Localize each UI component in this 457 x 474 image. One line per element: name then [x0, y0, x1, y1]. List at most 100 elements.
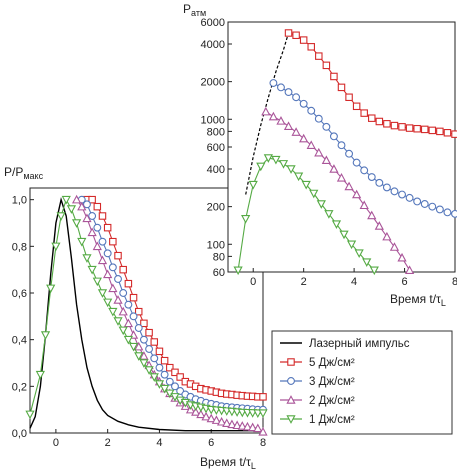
main-xlabel-sub: L: [251, 461, 256, 471]
inset-series-0-point: [390, 121, 399, 130]
main-series-1-point: [134, 307, 143, 316]
inset-series-2-point: [321, 155, 331, 165]
main-series-2-point: [98, 237, 107, 246]
inset-series-3-point: [339, 230, 349, 240]
main-series-3-point: [237, 421, 247, 430]
main-series-4-point: [56, 212, 66, 221]
main-ytick-label: 0,4: [12, 335, 27, 347]
main-series-2-point: [139, 335, 148, 344]
main-series-4-point: [46, 284, 56, 294]
main-series-2-point: [124, 300, 133, 309]
inset-series-0-point: [330, 72, 338, 81]
inset-series-2-point: [389, 242, 400, 251]
legend-entry-1: 5 Дж/см²: [309, 357, 355, 369]
main-series-3-point: [82, 213, 92, 223]
inset-series-1-point: [435, 205, 444, 214]
main-xtick-label: 0: [53, 437, 59, 449]
inset-series-2-point: [314, 147, 324, 157]
main-series-4-point: [108, 307, 118, 317]
inset-xlabel-main: Время t/τ: [390, 292, 441, 306]
legend-entry-0: Лазерный импульс: [309, 338, 410, 350]
main-series-4-point: [61, 195, 71, 205]
inset-ytick-label: 200: [207, 202, 225, 214]
main-series-2-point: [160, 370, 169, 379]
inset-ytick-label: 400: [207, 164, 225, 176]
inset-ytick-label: 800: [207, 126, 225, 138]
legend-box: [271, 330, 453, 435]
inset-series-0-point: [284, 29, 293, 37]
main-series-2-point: [165, 377, 174, 386]
main-series-2-point: [114, 275, 122, 283]
inset-series-1-point: [375, 178, 384, 187]
main-series-1-point: [140, 319, 148, 328]
main-series-1-point: [98, 212, 107, 220]
main-series-2-point: [155, 363, 164, 372]
inset-series-1-point: [299, 99, 308, 108]
main-series-3-point: [211, 415, 222, 424]
inset-series-2-point: [374, 221, 384, 230]
main-series-3-point: [201, 411, 211, 421]
main-series-3-point: [206, 413, 216, 423]
inset-series-3-point: [256, 162, 266, 172]
inset-series-3-point: [278, 160, 289, 169]
inset-ytick-label: 80: [213, 251, 225, 263]
inset-ytick-label: 6000: [201, 17, 225, 29]
inset-xtick-label: 0: [250, 276, 256, 288]
legend-entry-3: 2 Дж/см²: [309, 395, 355, 407]
inset-series-0-point: [398, 123, 406, 131]
inset-ytick-label: 100: [207, 239, 225, 251]
main-series-3-point: [139, 351, 149, 360]
inset-series-1-point: [443, 208, 452, 217]
inset-series-3-point: [294, 172, 304, 182]
inset-series-1-point: [367, 173, 376, 181]
inset-series-0-point: [368, 114, 376, 122]
main-series-1-point: [129, 293, 138, 302]
legend: Лазерный импульс 5 Дж/см² 3 Дж/см² 2 Дж/см²…: [271, 330, 453, 435]
main-series-2-point: [88, 212, 97, 220]
main-series-1-point: [166, 363, 174, 372]
main-series-2-point: [103, 249, 112, 258]
inset-ylabel-main: P: [183, 2, 191, 16]
main-series-3-point: [216, 416, 227, 426]
inset-series-0-point: [451, 130, 457, 138]
inset-series-0-point: [420, 125, 429, 134]
main-series-1-point: [124, 279, 133, 288]
inset-series-1-point: [451, 209, 457, 218]
inset-series-3-point: [362, 258, 372, 267]
main-ytick-label: 0,0: [12, 428, 27, 440]
main-series-3-point: [87, 227, 97, 237]
inset-series-3-point: [324, 210, 334, 219]
main-series-3-point: [71, 194, 82, 204]
inset-series-2-point: [382, 231, 392, 241]
main-series-1-point: [150, 338, 159, 346]
inset-series-1-point: [277, 83, 285, 92]
main-series-4-point: [139, 359, 149, 368]
inset-ytick-label: 1000: [201, 114, 225, 126]
inset-series-0-point: [405, 124, 414, 132]
inset-series-3-point: [316, 200, 326, 209]
main-series-1-point: [155, 347, 164, 356]
main-series-4-point: [154, 380, 165, 389]
main-series-1-point: [93, 202, 102, 211]
inset-ytick-label: 60: [213, 267, 225, 279]
main-ytick-label: 1,0: [12, 195, 27, 207]
main-xtick-label: 8: [260, 437, 266, 449]
inset-series-2-point: [291, 127, 301, 136]
main-plot-frame: [29, 187, 264, 434]
main-series-4-point: [82, 254, 92, 263]
main-series-1-point: [259, 393, 267, 401]
main-ylabel: P/Pмакс: [4, 165, 44, 181]
inset-series-3-point: [286, 165, 296, 174]
inset-series-1-point: [322, 122, 331, 131]
main-series-4-point: [160, 384, 170, 394]
main-series-2-point: [119, 289, 128, 297]
inset-series-0-point: [307, 43, 315, 51]
main-series-4-point: [66, 205, 77, 214]
main-series-3-point: [134, 341, 144, 351]
inset-series-0-point: [360, 109, 368, 117]
main-series-2-point: [171, 382, 179, 391]
inset-series-3-point: [309, 189, 319, 199]
inset-series-2-point: [404, 265, 415, 274]
legend-entry-4: 1 Дж/см²: [309, 414, 355, 426]
inset-ylabel-sub: атм: [191, 8, 206, 18]
